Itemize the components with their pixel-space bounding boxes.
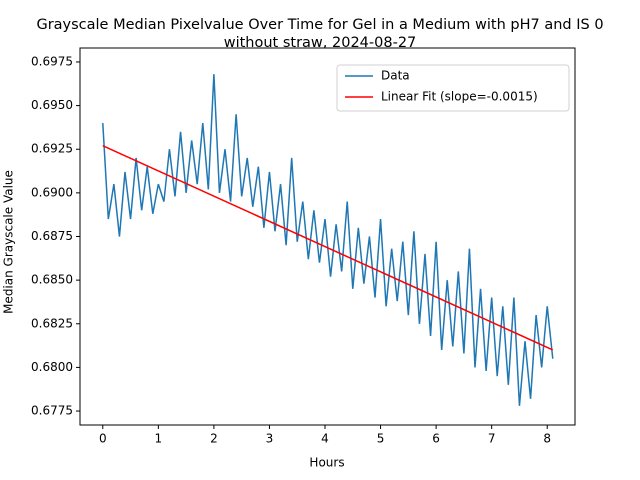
legend-box [336, 64, 570, 112]
y-tick-label: 0.6875 [31, 229, 73, 243]
y-tick-label: 0.6775 [31, 404, 73, 418]
x-tick-label: 4 [321, 432, 329, 446]
y-tick-label: 0.6900 [31, 185, 73, 199]
x-tick-label: 0 [99, 432, 107, 446]
x-tick-label: 2 [210, 432, 218, 446]
y-tick-label: 0.6850 [31, 273, 73, 287]
x-tick-label: 1 [155, 432, 163, 446]
chart-title: without straw, 2024-08-27 [224, 35, 417, 51]
x-tick-label: 8 [543, 432, 551, 446]
y-tick-label: 0.6950 [31, 98, 73, 112]
y-axis-label: Median Grayscale Value [2, 170, 16, 314]
plot-frame [79, 47, 576, 426]
legend-label: Linear Fit (slope=-0.0015) [381, 90, 538, 104]
x-axis-label: Hours [309, 456, 344, 470]
x-tick-label: 7 [488, 432, 496, 446]
y-tick-label: 0.6925 [31, 142, 73, 156]
x-tick-label: 3 [266, 432, 274, 446]
x-tick-label: 6 [432, 432, 440, 446]
x-tick-label: 5 [377, 432, 385, 446]
y-tick-label: 0.6975 [31, 54, 73, 68]
y-tick-label: 0.6825 [31, 316, 73, 330]
y-tick-label: 0.6800 [31, 360, 73, 374]
legend-label: Data [381, 69, 410, 83]
data-line [102, 145, 554, 351]
chart-title: Grayscale Median Pixelvalue Over Time fo… [36, 17, 603, 33]
